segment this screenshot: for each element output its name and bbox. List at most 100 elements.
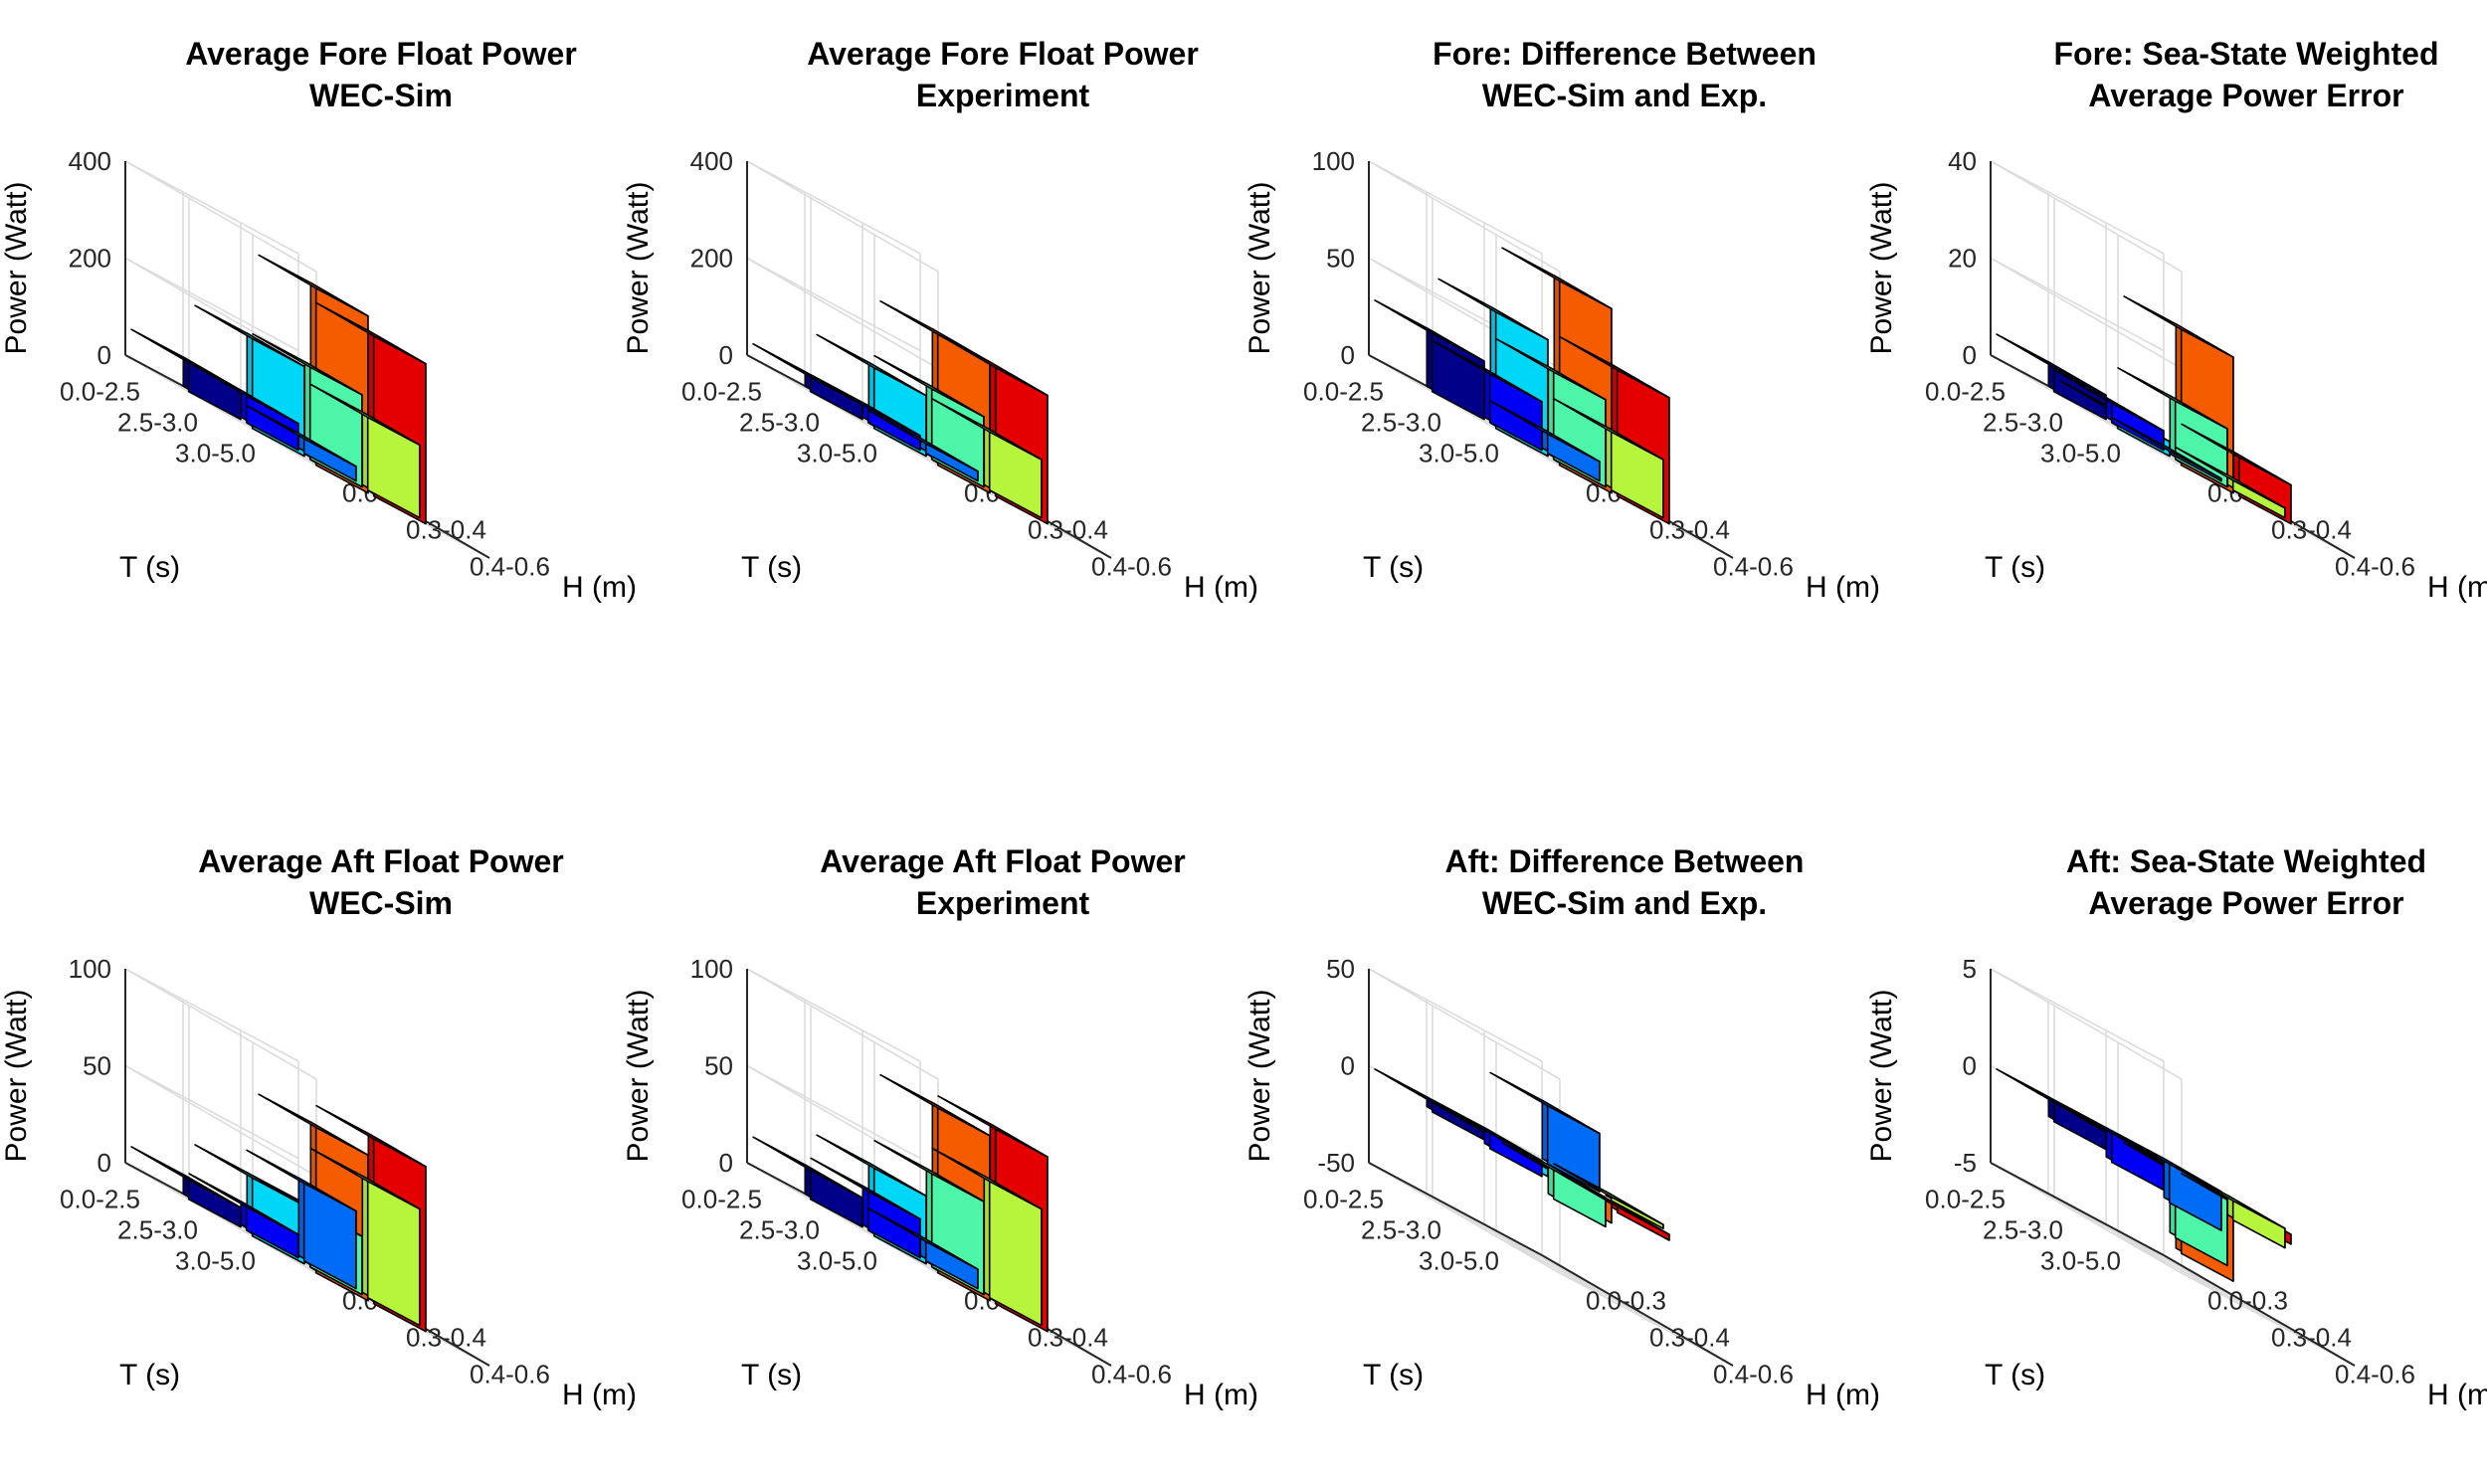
t-axis-label: T (s) xyxy=(741,551,802,584)
bar xyxy=(188,361,299,452)
z-tick-label: 20 xyxy=(1948,244,1977,274)
z-tick-label: 0 xyxy=(97,340,111,370)
bar xyxy=(309,383,421,519)
grid xyxy=(124,968,490,1367)
bar xyxy=(1553,398,1664,519)
h-tick-label: 0.4-0.6 xyxy=(1091,1360,1172,1390)
z-tick-label: 200 xyxy=(69,244,111,274)
z-axis-label: Power (Watt) xyxy=(1244,990,1276,1163)
chart-title: Fore: Difference Between xyxy=(1433,36,1817,72)
bar xyxy=(1432,339,1543,452)
z-axis-label: Power (Watt) xyxy=(622,182,655,355)
bar xyxy=(130,1146,242,1228)
t-tick-label: 0.0-2.5 xyxy=(681,377,762,407)
chart-title: Aft: Sea-State Weighted xyxy=(2066,843,2426,879)
grid xyxy=(124,160,490,559)
z-tick-label: 0 xyxy=(719,340,733,370)
bars xyxy=(130,1093,427,1333)
grid xyxy=(746,968,1112,1367)
chart-svg: Average Aft Float Power Experiment 0 50 100 0… xyxy=(622,843,1258,1411)
bar xyxy=(867,409,979,482)
axes xyxy=(1368,161,1734,559)
z-tick-label: 400 xyxy=(69,146,111,176)
chart-panel: Aft: Sea-State Weighted Average Power Err… xyxy=(1865,808,2487,1484)
bars xyxy=(752,1073,1049,1333)
z-tick-label: 0 xyxy=(1963,1051,1977,1081)
t-tick-label: 0.0-2.5 xyxy=(60,1185,140,1214)
z-tick-label: 200 xyxy=(690,244,733,274)
chart-svg: Fore: Difference Between WEC-Sim and Exp.… xyxy=(1244,36,1880,604)
bar xyxy=(2111,417,2222,482)
bars xyxy=(1374,247,1670,525)
t-tick-label: 3.0-5.0 xyxy=(1419,1246,1499,1276)
h-tick-label: 0.4-0.6 xyxy=(470,552,550,582)
t-tick-label: 2.5-3.0 xyxy=(739,1215,820,1245)
z-tick-label: 50 xyxy=(83,1051,111,1081)
t-tick-label: 0.0-2.5 xyxy=(681,1185,762,1214)
bars xyxy=(1374,1068,1670,1241)
chart-svg: Average Fore Float Power WEC-Sim 0 200 400 0.… xyxy=(0,36,637,604)
chart-panel: Average Aft Float Power WEC-Sim 0 50 100 0.0-… xyxy=(0,808,637,1484)
chart-panel: Fore: Difference Between WEC-Sim and Exp.… xyxy=(1244,0,1880,676)
h-axis-label: H (m) xyxy=(1184,571,1258,604)
bar xyxy=(130,328,242,421)
t-tick-label: 2.5-3.0 xyxy=(1361,1215,1441,1245)
z-axis-label: Power (Watt) xyxy=(622,990,655,1163)
t-axis-label: T (s) xyxy=(119,1359,180,1391)
z-axis-label: Power (Watt) xyxy=(0,990,33,1163)
chart-title: Average Fore Float Power xyxy=(807,36,1199,72)
chart-title: Experiment xyxy=(916,885,1090,921)
chart-title: Fore: Sea-State Weighted xyxy=(2053,36,2438,72)
chart-title: WEC-Sim and Exp. xyxy=(1482,885,1767,921)
t-tick-label: 2.5-3.0 xyxy=(1361,408,1441,438)
z-tick-label: 50 xyxy=(1326,244,1355,274)
chart-title: Aft: Difference Between xyxy=(1445,843,1805,879)
z-tick-label: 0 xyxy=(1341,340,1355,370)
chart-svg: Average Fore Float Power Experiment 0 200 40… xyxy=(622,36,1258,604)
h-tick-label: 0.4-0.6 xyxy=(2335,552,2415,582)
t-tick-label: 3.0-5.0 xyxy=(2040,439,2121,468)
chart-title: WEC-Sim xyxy=(309,78,453,113)
chart-svg: Average Aft Float Power WEC-Sim 0 50 100 0.0-… xyxy=(0,843,637,1411)
chart-title: Average Aft Float Power xyxy=(198,843,563,879)
bar xyxy=(1489,1071,1601,1193)
chart-panel: Average Aft Float Power Experiment 0 50 100 0… xyxy=(622,808,1258,1484)
chart-title: WEC-Sim and Exp. xyxy=(1482,78,1767,113)
z-axis-label: Power (Watt) xyxy=(0,182,33,355)
bar xyxy=(1996,1068,2107,1151)
chart-panel: Average Fore Float Power WEC-Sim 0 200 400 0.… xyxy=(0,0,637,676)
chart-svg: Aft: Sea-State Weighted Average Power Err… xyxy=(1865,843,2487,1411)
z-tick-label: 5 xyxy=(1963,954,1977,984)
t-tick-label: 3.0-5.0 xyxy=(1419,439,1499,468)
t-axis-label: T (s) xyxy=(1363,1359,1424,1391)
z-tick-label: 40 xyxy=(1948,146,1977,176)
chart-title: WEC-Sim xyxy=(309,885,453,921)
bar xyxy=(2175,446,2286,519)
t-tick-label: 3.0-5.0 xyxy=(797,439,877,468)
axes xyxy=(124,969,490,1367)
z-tick-label: 50 xyxy=(1326,954,1355,984)
t-tick-label: 2.5-3.0 xyxy=(739,408,820,438)
axes xyxy=(746,969,1112,1367)
z-tick-label: 100 xyxy=(690,954,733,984)
bar xyxy=(1489,400,1601,482)
bar xyxy=(1374,1068,1485,1141)
z-tick-label: -5 xyxy=(1954,1148,1977,1178)
t-tick-label: 3.0-5.0 xyxy=(175,1246,256,1276)
h-tick-label: 0.0-0.3 xyxy=(1586,1286,1666,1316)
t-axis-label: T (s) xyxy=(741,1359,802,1391)
t-tick-label: 2.5-3.0 xyxy=(1983,1215,2063,1245)
h-tick-label: 0.3-0.4 xyxy=(2271,1323,2352,1353)
h-tick-label: 0.4-0.6 xyxy=(1091,552,1172,582)
bar xyxy=(246,404,357,482)
bar xyxy=(2111,1130,2222,1231)
h-axis-label: H (m) xyxy=(2427,1379,2487,1411)
bar xyxy=(810,1157,921,1259)
axes xyxy=(1368,969,1734,1367)
bars xyxy=(1996,295,2292,525)
z-axis-label: Power (Watt) xyxy=(1244,182,1276,355)
chart-title: Average Fore Float Power xyxy=(185,36,577,72)
h-tick-label: 0.4-0.6 xyxy=(2335,1360,2415,1390)
z-tick-label: 100 xyxy=(69,954,111,984)
h-tick-label: 0.4-0.6 xyxy=(470,1360,550,1390)
